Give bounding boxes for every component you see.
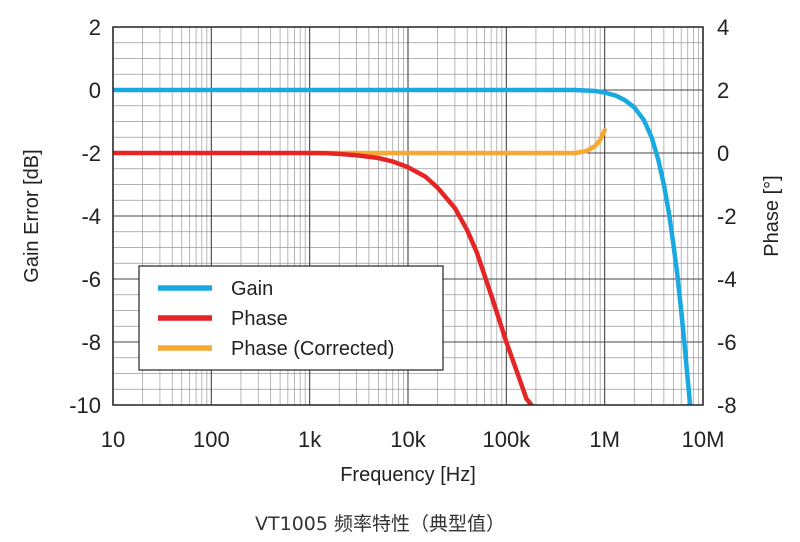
x-tick-label: 10M [682, 427, 725, 452]
y-left-tick-label: -6 [81, 267, 101, 292]
y-right-tick-label: -8 [717, 393, 737, 418]
legend-label-gain: Gain [231, 278, 273, 300]
frequency-response-chart: 10 100 1k 10k 100k 1M 10M 2 0 -2 -4 -6 -8 -10 4 2 0 -2 -4 -… [21, 15, 783, 486]
x-axis-label: Frequency [Hz] [340, 464, 476, 486]
y-right-tick-label: -6 [717, 330, 737, 355]
y-left-tick-label: -10 [69, 393, 101, 418]
y-left-tick-label: -8 [81, 330, 101, 355]
series-layer [113, 87, 693, 405]
legend-label-phase: Phase [231, 308, 288, 330]
series-line-phase [113, 150, 534, 405]
tick-labels: 10 100 1k 10k 100k 1M 10M 2 0 -2 -4 -6 -8 -10 4 2 0 -2 -4 -… [69, 15, 736, 452]
y-right-tick-label: -2 [717, 204, 737, 229]
series-line-gain [113, 87, 693, 405]
series-line-phase-corrected [307, 128, 607, 156]
y-axis-right-label: Phase [°] [761, 175, 783, 256]
y-right-tick-label: 4 [717, 15, 729, 40]
y-left-tick-label: -2 [81, 141, 101, 166]
x-tick-label: 1k [298, 427, 322, 452]
x-tick-label: 10k [390, 427, 426, 452]
x-tick-label: 10 [101, 427, 125, 452]
y-right-tick-label: 2 [717, 78, 729, 103]
y-left-tick-label: -4 [81, 204, 101, 229]
x-tick-label: 100 [193, 427, 230, 452]
chart-caption: VT1005 频率特性（典型值） [255, 513, 505, 535]
legend: Gain Phase Phase (Corrected) [138, 265, 444, 371]
y-right-tick-label: -4 [717, 267, 737, 292]
y-left-tick-label: 0 [89, 78, 101, 103]
x-tick-label: 1M [589, 427, 620, 452]
y-right-tick-label: 0 [717, 141, 729, 166]
y-axis-left-label: Gain Error [dB] [21, 149, 43, 282]
legend-label-phase-corrected: Phase (Corrected) [231, 338, 394, 360]
y-left-tick-label: 2 [89, 15, 101, 40]
plot-frame [112, 26, 704, 406]
x-tick-label: 100k [482, 427, 531, 452]
